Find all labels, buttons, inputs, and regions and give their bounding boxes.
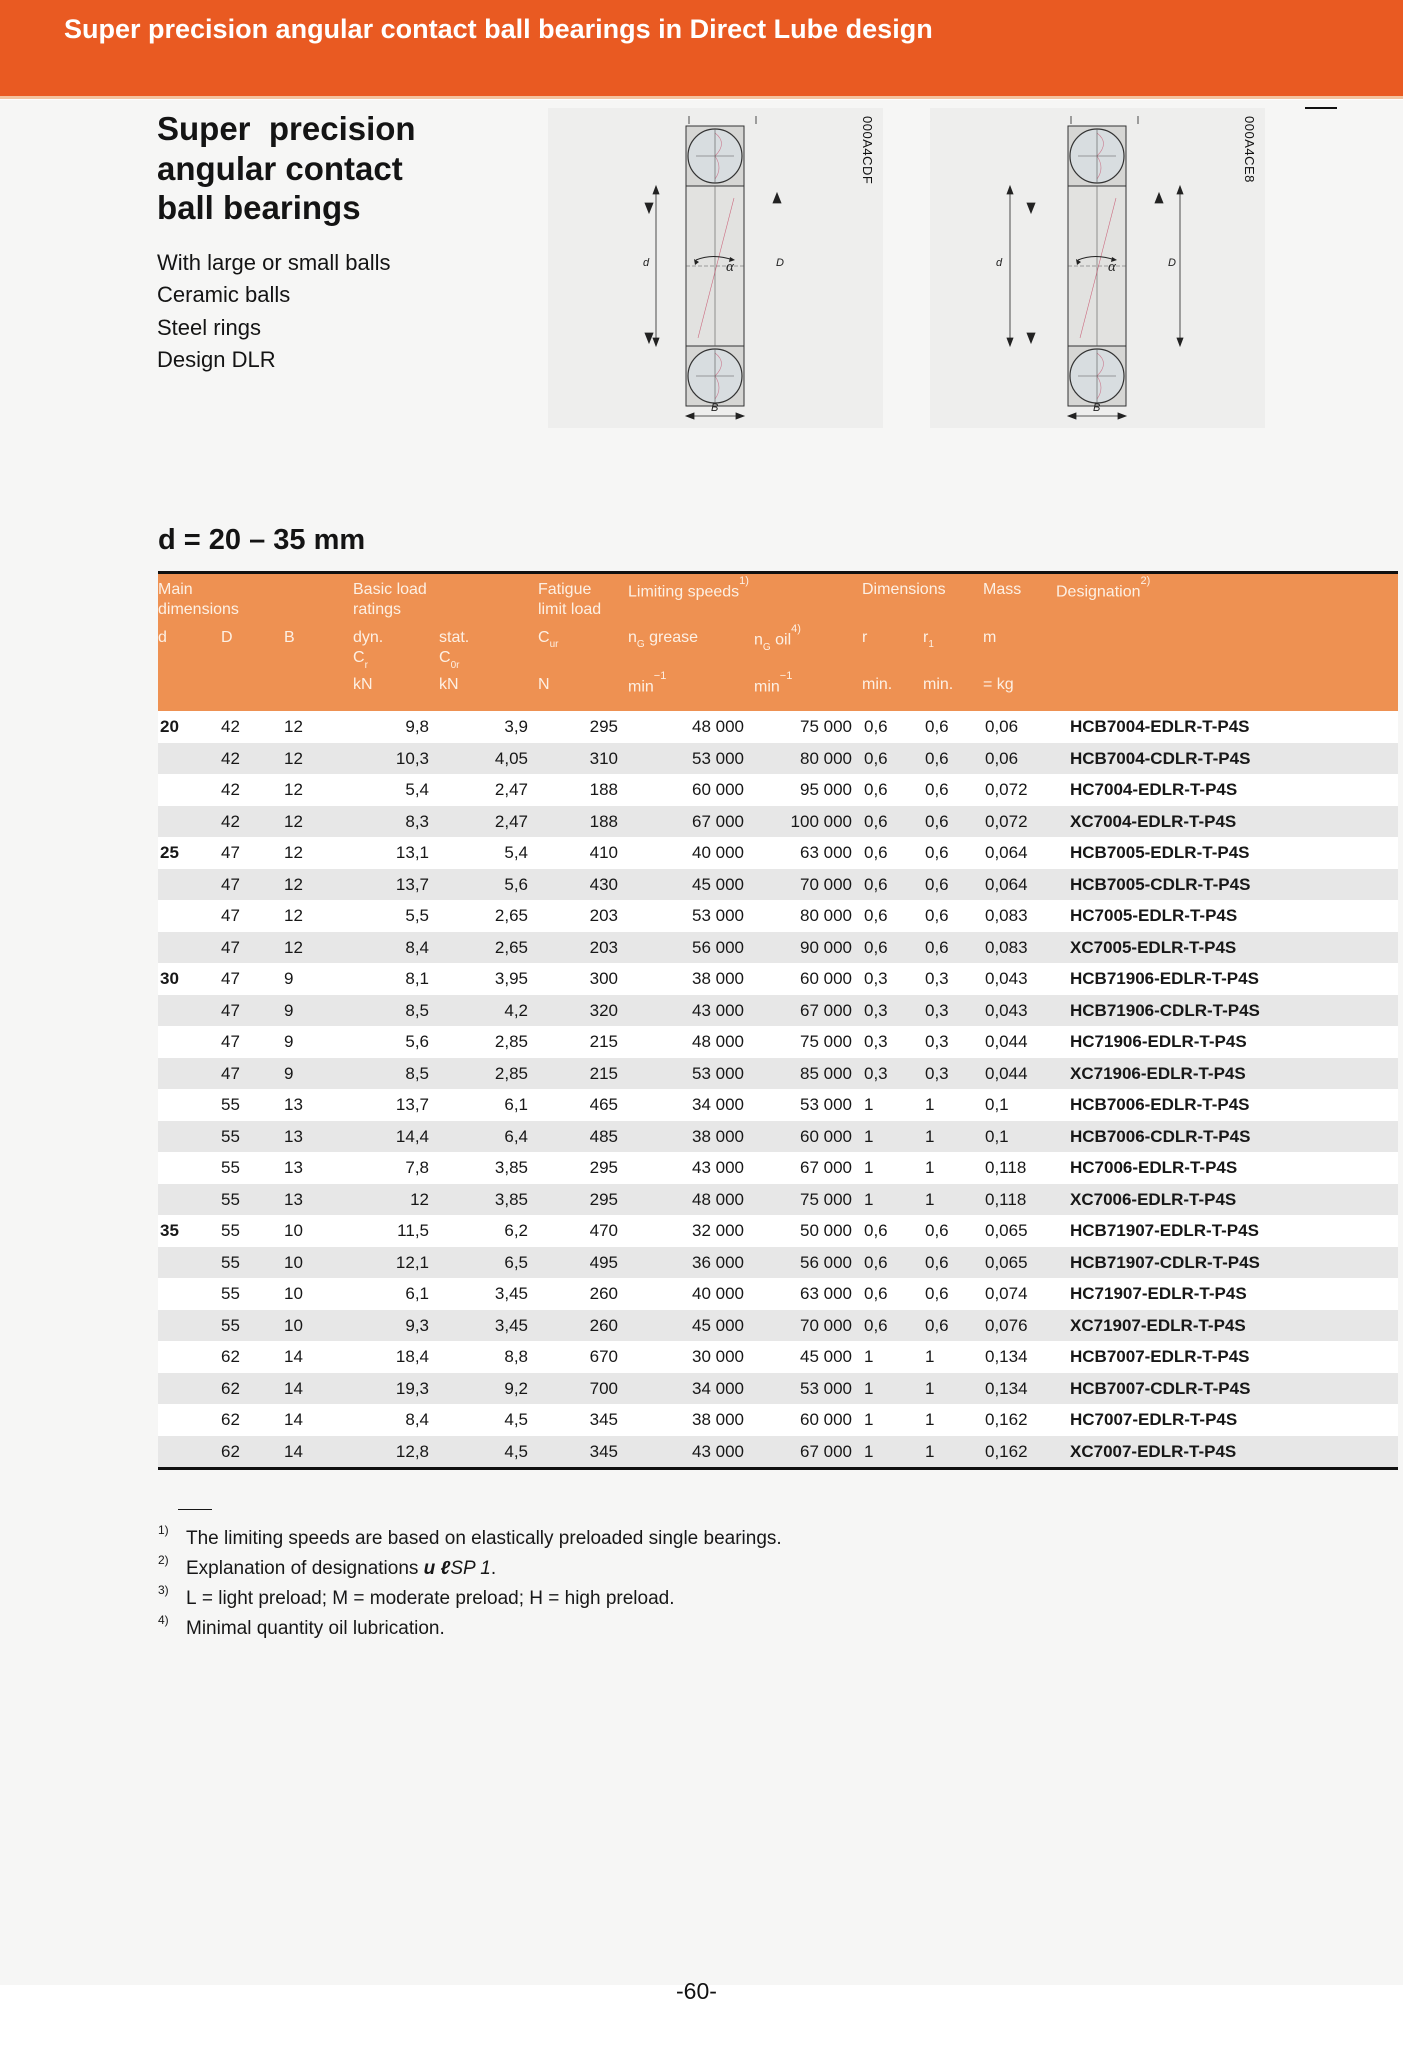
svg-text:D: D: [776, 257, 784, 269]
svg-text:d: d: [643, 257, 650, 269]
svg-text:B: B: [711, 402, 718, 414]
svg-text:D: D: [1168, 257, 1176, 269]
svg-text:B: B: [1093, 402, 1100, 414]
svg-text:d: d: [996, 257, 1003, 269]
